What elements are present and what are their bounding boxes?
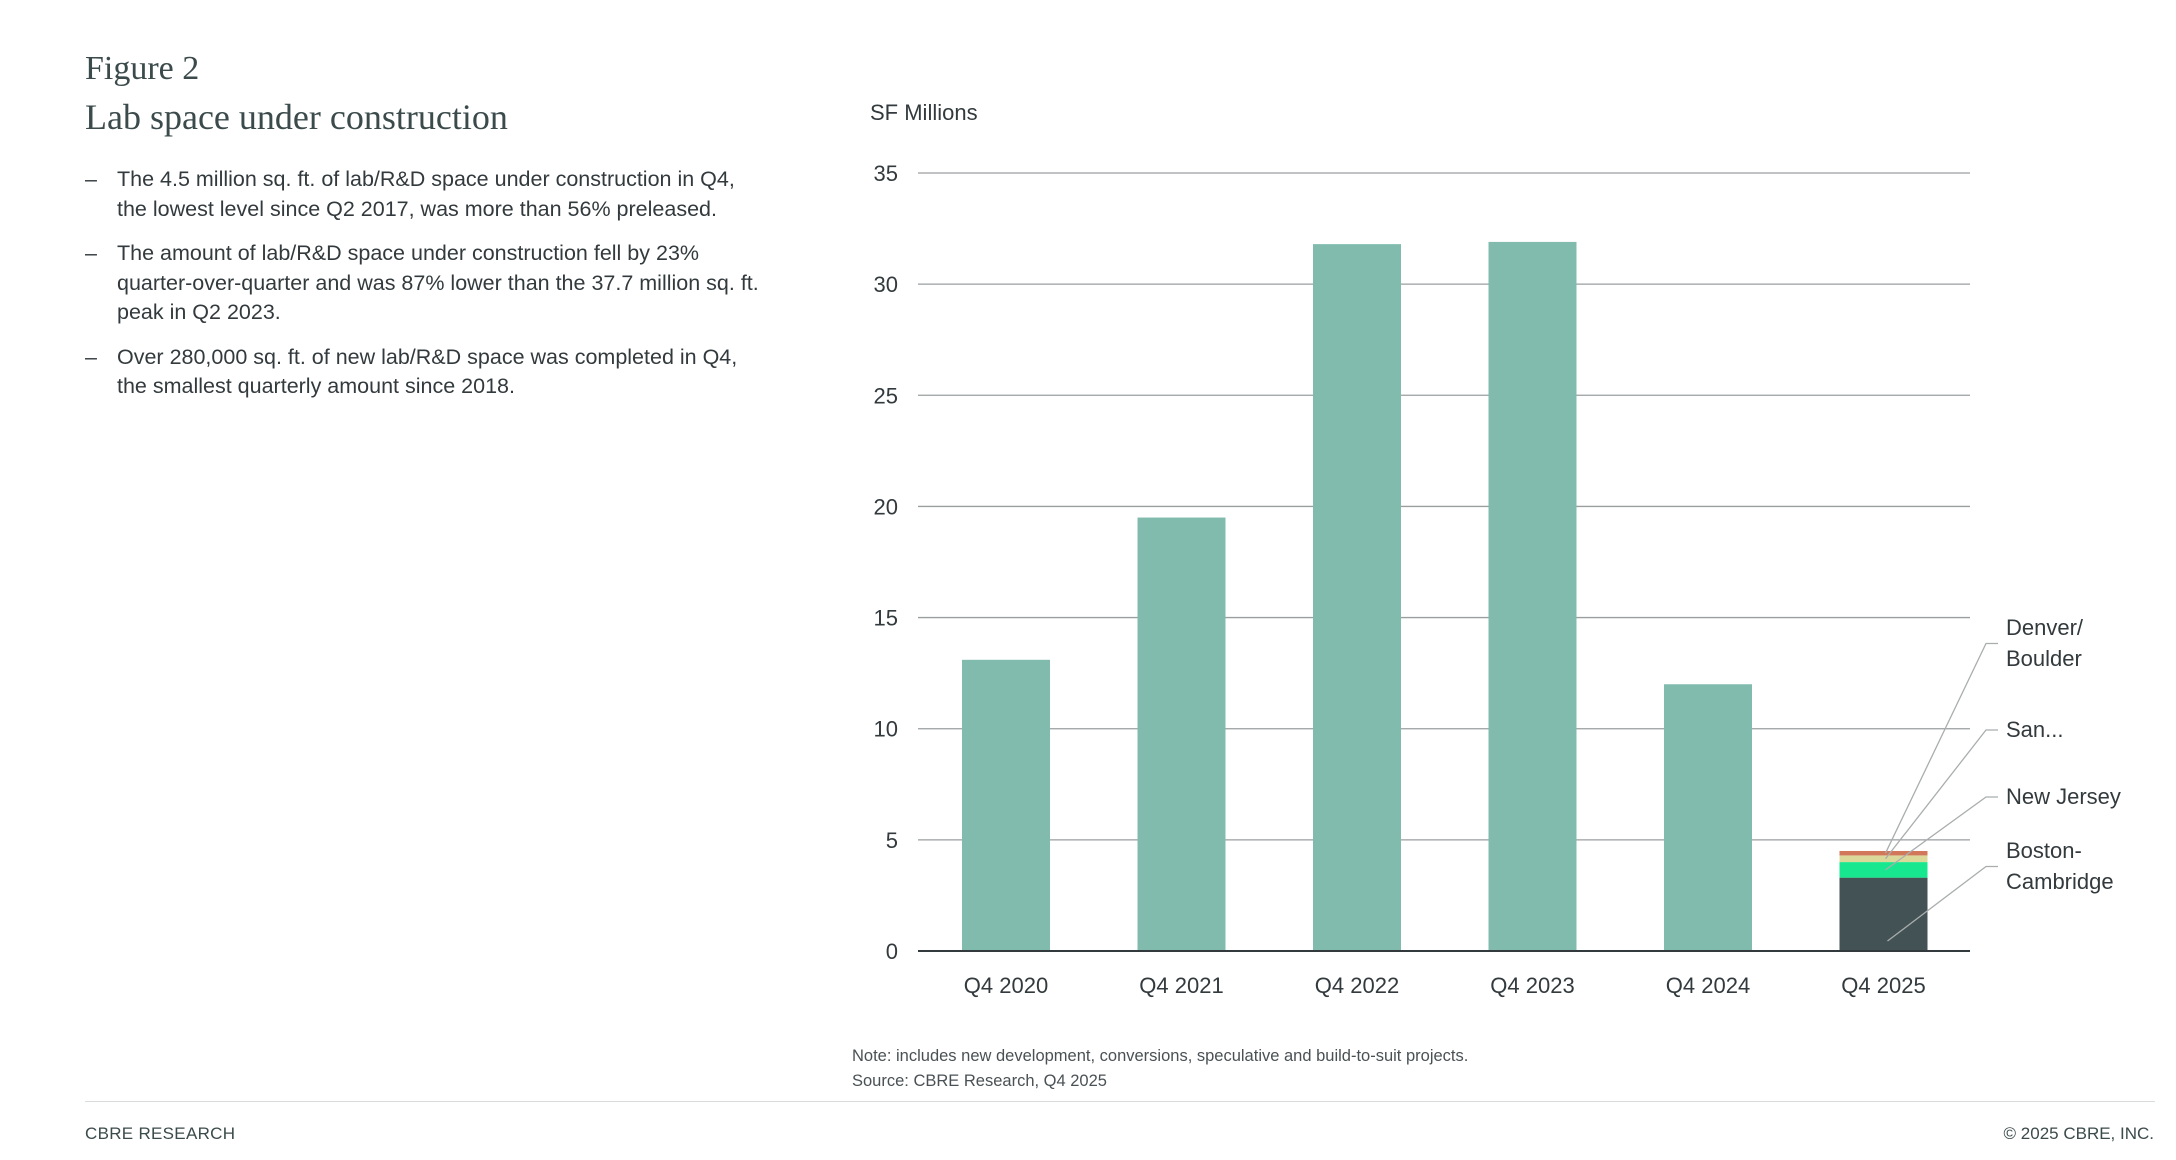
- bar: [1313, 244, 1401, 952]
- footer-divider: [85, 1101, 2155, 1102]
- callout-label: San...: [2006, 717, 2063, 742]
- figure-title: Lab space under construction: [85, 97, 508, 137]
- stacked-bar-segment: [1839, 862, 1928, 878]
- bullet-item: – Over 280,000 sq. ft. of new lab/R&D spa…: [85, 343, 765, 402]
- callout-label: Boulder: [2006, 646, 2082, 671]
- x-tick-label: Q4 2023: [1490, 973, 1574, 998]
- callout-leader-line: [1884, 729, 1998, 860]
- y-tick-label: 35: [874, 161, 898, 186]
- y-axis-label: SF Millions: [870, 100, 978, 125]
- bullet-text: The 4.5 million sq. ft. of lab/R&D space…: [117, 167, 735, 221]
- note-text: Note: includes new development, conversi…: [852, 1047, 1469, 1065]
- x-tick-label: Q4 2020: [964, 973, 1048, 998]
- callout-label: New Jersey: [2006, 784, 2121, 809]
- stacked-bar-segment: [1839, 877, 1928, 951]
- bullet-dash: –: [85, 241, 97, 265]
- callout-label: Boston-: [2006, 838, 2082, 863]
- bar: [962, 659, 1050, 951]
- bullet-list: – The 4.5 million sq. ft. of lab/R&D spac…: [85, 165, 765, 417]
- y-tick-label: 0: [886, 939, 898, 964]
- bullet-text: The amount of lab/R&D space under constr…: [117, 241, 759, 324]
- bar: [1488, 241, 1577, 951]
- footer-brand: CBRE RESEARCH: [85, 1124, 236, 1143]
- figure-label: Figure 2: [85, 50, 200, 87]
- bullet-dash: –: [85, 167, 97, 191]
- y-tick-label: 5: [886, 828, 898, 853]
- bullet-dash: –: [85, 344, 97, 369]
- bar: [1137, 517, 1226, 951]
- x-tick-label: Q4 2024: [1666, 973, 1750, 998]
- callout-leader-line: [1885, 796, 1998, 871]
- y-tick-label: 10: [874, 717, 898, 742]
- bar: [1664, 684, 1752, 951]
- stacked-bar-segment: [1839, 850, 1928, 856]
- callout-leader-line: [1887, 865, 1998, 942]
- callout-label: Denver/: [2006, 615, 2084, 640]
- bullet-item: – The 4.5 million sq. ft. of lab/R&D spac…: [85, 165, 765, 224]
- callout-label: Cambridge: [2006, 869, 2114, 894]
- footer-copyright: © 2025 CBRE, INC.: [2003, 1124, 2154, 1143]
- bullet-item: – The amount of lab/R&D space under const…: [85, 239, 765, 328]
- x-tick-label: Q4 2021: [1139, 973, 1223, 998]
- source-text: Source: CBRE Research, Q4 2025: [852, 1071, 1107, 1090]
- bar-chart: SF Millions 0 5 10 15 20 25 30 35 Q4 2020 Q4 2021 Q…: [870, 100, 2121, 998]
- chart-notes: Note: includes new development, conversi…: [852, 1044, 1468, 1093]
- y-tick-label: 20: [874, 494, 898, 519]
- y-tick-label: 25: [874, 383, 898, 408]
- stacked-bar-segment: [1839, 855, 1928, 863]
- callout-leader-line: [1884, 642, 1998, 854]
- y-tick-label: 15: [874, 606, 898, 631]
- x-tick-label: Q4 2025: [1841, 973, 1925, 998]
- x-tick-label: Q4 2022: [1315, 973, 1399, 998]
- bullet-text: Over 280,000 sq. ft. of new lab/R&D spac…: [117, 344, 738, 399]
- y-tick-label: 30: [874, 272, 898, 297]
